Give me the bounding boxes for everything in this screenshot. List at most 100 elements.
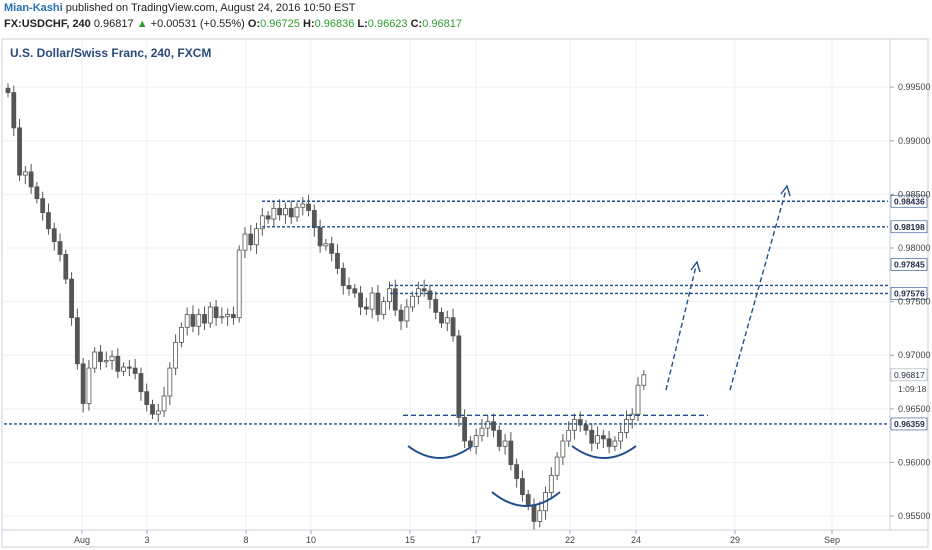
candle-body [196,314,202,327]
candle [11,85,17,136]
candle-body [421,288,427,292]
candle [306,194,311,217]
candle [317,219,323,253]
candle-body [392,288,398,311]
projection-arrow-2 [729,189,787,391]
x-tick-label: Aug [74,535,90,545]
candle-body [40,198,46,214]
candle-body [369,292,375,310]
candle-body [225,314,231,318]
open-value: 0.96725 [260,18,300,30]
candle-body [502,440,508,447]
candle [277,199,283,221]
candle-body [398,309,404,322]
candle-body [635,384,641,415]
x-tick-label: Sep [824,535,840,545]
candle-body [641,374,647,386]
candles [5,83,647,530]
author-name[interactable]: Mian-Kashi [4,2,63,14]
candle [17,118,22,181]
candle-body [317,227,323,247]
candle [242,227,248,259]
candle-body [86,367,92,404]
publish-line: Mian-Kashi published on TradingView.com,… [4,2,355,14]
candle [178,322,184,348]
candle-body [583,424,589,431]
candle [456,330,462,427]
candle [196,308,202,336]
level-tag [890,194,928,208]
open-label: O: [247,18,261,30]
candle [543,486,548,520]
candle [572,413,577,440]
candle-body [473,435,479,447]
candle-body [335,252,340,269]
candle-body [612,440,618,447]
level-tag [890,287,928,300]
candle [150,399,155,420]
current-price-label: 0.96817 [894,370,925,380]
candle [358,286,363,316]
candle [63,249,69,284]
candle-body [462,417,468,442]
candle [132,358,138,380]
x-tick-label: 29 [730,535,740,545]
candle [161,386,167,417]
candle [635,377,641,422]
y-tick-label: 0.95500 [898,511,931,521]
arrowhead-1 [690,260,701,273]
candle-body [22,171,28,176]
candle-body [126,366,132,369]
candle-body [98,351,103,363]
candle-body [265,215,271,220]
high-label: H: [302,18,315,30]
candle-body [155,410,161,415]
level-label: 0.97576 [894,288,925,298]
candle [283,202,288,224]
candle [415,281,421,305]
candle-body [69,278,74,319]
candle-body [17,127,22,176]
candle [496,425,502,452]
head-curve [491,491,561,507]
candle-body [184,314,190,328]
annotations [403,184,791,507]
candle-body [103,360,109,363]
candle-body [514,464,520,479]
candle [583,420,589,436]
low-value: 0.96623 [367,18,408,30]
candle-body [219,316,225,319]
candle-body [283,207,288,216]
x-tick-label: 3 [144,535,149,545]
candle [173,334,179,376]
candle-body [63,254,69,280]
candle [531,498,537,530]
candle-body [520,478,525,496]
time-axis[interactable]: Aug 3 8 10 15 17 22 24 29 Sep [74,530,840,545]
candle [202,306,207,331]
left-shoulder-curve [407,445,473,459]
candle-body [271,207,277,220]
candle-body [496,429,502,447]
level-tag [890,258,928,271]
candle-body [277,207,283,216]
candle-body [138,373,144,393]
candle-body [595,435,600,444]
candle-body [242,233,248,251]
x-tick-label: 8 [243,535,248,545]
candle [254,222,259,254]
candle [329,236,335,262]
price-axis[interactable]: 0.99500 0.99000 0.98500 0.98000 0.97500 0.970… [890,82,931,521]
candle [86,360,92,411]
candle-body [589,429,595,444]
level-label: 0.98436 [894,196,925,206]
candle [300,197,306,216]
candle-body [618,432,624,442]
candle [566,421,572,447]
candle [502,434,508,455]
candle [485,415,491,438]
candle-body [178,326,184,343]
candle-body [28,171,34,188]
candle-body [92,351,98,369]
